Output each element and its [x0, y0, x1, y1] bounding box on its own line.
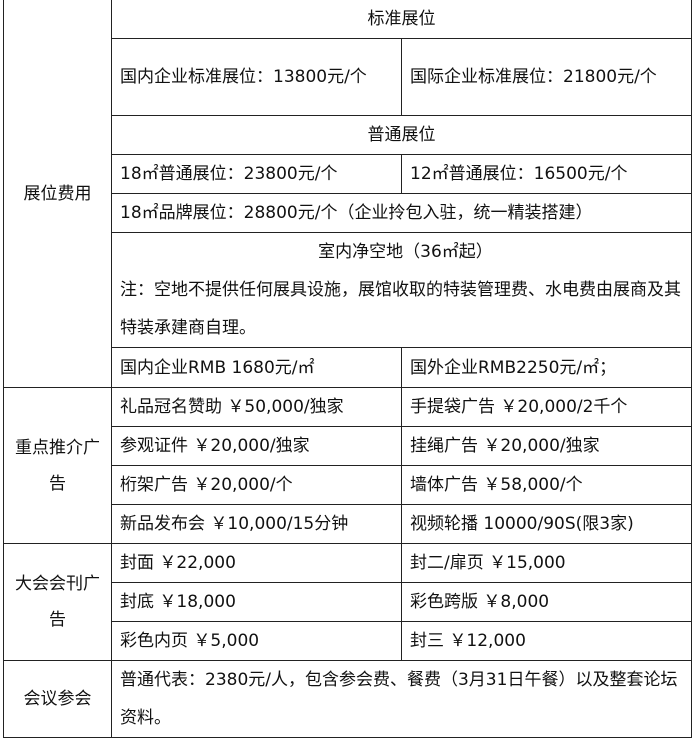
journal-label: 大会会刊广告	[3, 543, 112, 661]
ad-item: 挂绳广告 ￥20,000/独家	[401, 426, 692, 466]
ad-item: 桁架广告 ￥20,000/个	[111, 465, 402, 505]
ad-item: 视频轮播 10000/90S(限3家)	[401, 504, 692, 544]
regular-booth-title: 普通展位	[111, 115, 692, 155]
journal-item: 彩色跨版 ￥8,000	[401, 582, 692, 622]
journal-item: 封二/扉页 ￥15,000	[401, 543, 692, 583]
space-cell: 室内净空地（36㎡起） 注：空地不提供任何展具设施，展馆收取的特装管理费、水电费…	[111, 232, 692, 348]
standard-booth-title: 标准展位	[111, 0, 692, 39]
journal-item: 封面 ￥22,000	[111, 543, 402, 583]
regular-12: 12㎡普通展位：16500元/个	[401, 154, 692, 194]
journal-item: 彩色内页 ￥5,000	[111, 621, 402, 661]
journal-item: 封三 ￥12,000	[401, 621, 692, 661]
conference-text: 普通代表：2380元/人，包含参会费、餐费（3月31日午餐）以及整套论坛资料。	[111, 660, 692, 738]
standard-domestic: 国内企业标准展位：13800元/个	[111, 38, 402, 116]
space-foreign: 国外企业RMB2250元/㎡；	[401, 347, 692, 388]
table-row: 国内企业标准展位：13800元/个 国际企业标准展位：21800元/个	[4, 38, 692, 116]
table-row: 室内净空地（36㎡起） 注：空地不提供任何展具设施，展馆收取的特装管理费、水电费…	[4, 232, 692, 348]
table-row: 国内企业RMB 1680元/㎡ 国外企业RMB2250元/㎡；	[4, 347, 692, 388]
ad-item: 参观证件 ￥20,000/独家	[111, 426, 402, 466]
space-domestic: 国内企业RMB 1680元/㎡	[111, 347, 402, 388]
booth-label: 展位费用	[3, 0, 112, 388]
journal-item: 封底 ￥18,000	[111, 582, 402, 622]
price-table: 展位费用 标准展位 国内企业标准展位：13800元/个 国际企业标准展位：218…	[3, 0, 692, 738]
table-row: 18㎡普通展位：23800元/个 12㎡普通展位：16500元/个	[4, 154, 692, 194]
ads-label: 重点推介广告	[3, 387, 112, 544]
ad-item: 墙体广告 ￥58,000/个	[401, 465, 692, 505]
brand-18: 18㎡品牌展位：28800元/个（企业拎包入驻，统一精装搭建）	[111, 193, 692, 233]
table-row: 会议参会 普通代表：2380元/人，包含参会费、餐费（3月31日午餐）以及整套论…	[3, 660, 692, 738]
space-note: 注：空地不提供任何展具设施，展馆收取的特装管理费、水电费由展商及其特装承建商自理…	[120, 280, 681, 338]
table-row: 新品发布会 ￥10,000/15分钟 视频轮播 10000/90S(限3家)	[4, 504, 692, 544]
ad-item: 新品发布会 ￥10,000/15分钟	[111, 504, 402, 544]
ad-item: 礼品冠名赞助 ￥50,000/独家	[111, 387, 402, 427]
table-row: 重点推介广告 礼品冠名赞助 ￥50,000/独家 手提袋广告 ￥20,000/2…	[3, 387, 692, 544]
ad-item: 手提袋广告 ￥20,000/2千个	[401, 387, 692, 427]
regular-18: 18㎡普通展位：23800元/个	[111, 154, 402, 194]
conference-label: 会议参会	[3, 660, 112, 738]
standard-international: 国际企业标准展位：21800元/个	[401, 38, 692, 116]
table-row: 封底 ￥18,000 彩色跨版 ￥8,000	[4, 582, 692, 622]
table-row: 18㎡品牌展位：28800元/个（企业拎包入驻，统一精装搭建）	[4, 193, 692, 233]
table-row: 大会会刊广告 封面 ￥22,000 封二/扉页 ￥15,000	[3, 543, 692, 661]
table-row: 彩色内页 ￥5,000 封三 ￥12,000	[4, 621, 692, 661]
space-title: 室内净空地（36㎡起）	[318, 242, 493, 262]
table-row: 参观证件 ￥20,000/独家 挂绳广告 ￥20,000/独家	[4, 426, 692, 466]
table-row: 展位费用 标准展位	[3, 0, 692, 388]
